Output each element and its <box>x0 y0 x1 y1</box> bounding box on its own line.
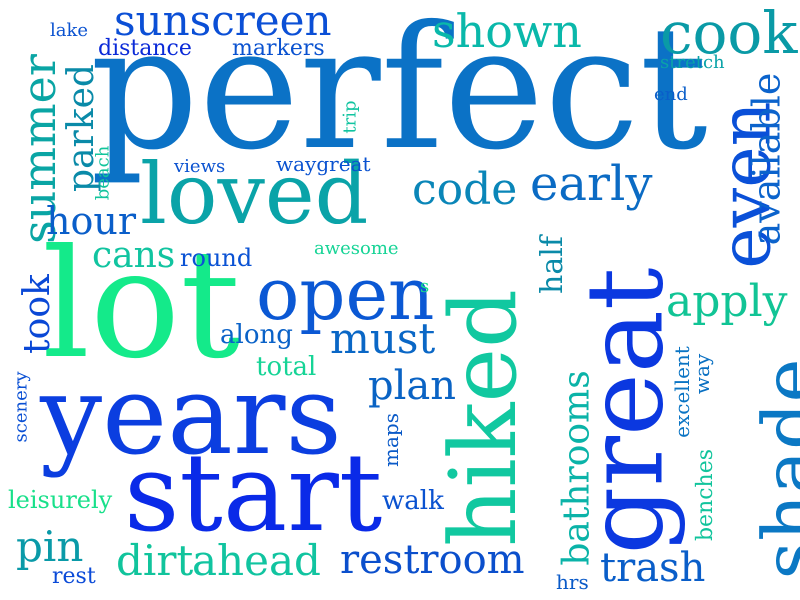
word-end: end <box>654 84 688 105</box>
word-ahead: ahead <box>192 536 321 585</box>
word-waygreat: waygreat <box>276 152 371 176</box>
word-early: early <box>530 156 653 212</box>
word-s: s <box>420 276 430 297</box>
word-pin: pin <box>16 522 84 571</box>
word-cans: cans <box>92 235 176 276</box>
word-start: start <box>124 431 383 556</box>
word-markers: markers <box>232 36 325 61</box>
word-walk: walk <box>382 486 444 516</box>
word-half: half <box>534 236 570 294</box>
word-plan: plan <box>368 363 457 409</box>
word-leisurely: leisurely <box>8 486 113 514</box>
word-benches: benches <box>693 448 719 542</box>
word-rest: rest <box>52 564 96 589</box>
word-lake: lake <box>50 20 89 41</box>
word-cook: cook <box>660 0 798 67</box>
word-code: code <box>412 164 518 215</box>
word-restroom: restroom <box>340 537 525 583</box>
word-shade: shade <box>747 358 800 580</box>
word-maps: maps <box>378 413 403 467</box>
word-loved: loved <box>140 145 369 243</box>
word-perfect: perfect <box>90 0 708 188</box>
word-hour: hour <box>46 199 136 243</box>
word-dirt: dirt <box>116 536 194 585</box>
word-took: took <box>16 274 58 354</box>
word-scenery: scenery <box>10 371 32 443</box>
word-excellent: excellent <box>669 346 694 438</box>
word-lot: lot <box>42 218 241 392</box>
word-distance: distance <box>98 36 192 61</box>
word-trip: trip <box>339 100 361 134</box>
word-hrs: hrs <box>556 570 589 594</box>
word-apply: apply <box>666 276 788 327</box>
word-views: views <box>174 156 226 177</box>
word-awesome: awesome <box>314 238 399 259</box>
word-along: along <box>220 320 293 350</box>
word-hiked: hiked <box>429 289 537 547</box>
word-trash: trash <box>600 545 706 591</box>
word-available: available <box>744 72 789 246</box>
word-stretch: stretch <box>660 52 725 73</box>
word-bathrooms: bathrooms <box>556 370 598 566</box>
word-shown: shown <box>432 4 582 58</box>
word-round: round <box>180 244 253 272</box>
word-open: open <box>256 252 435 336</box>
word-beach: beach <box>92 145 114 201</box>
word-total: total <box>256 352 317 382</box>
word-must: must <box>330 314 436 363</box>
word-sunscreen: sunscreen <box>114 0 332 45</box>
word-way: way <box>690 353 715 395</box>
word-years: years <box>40 351 342 479</box>
